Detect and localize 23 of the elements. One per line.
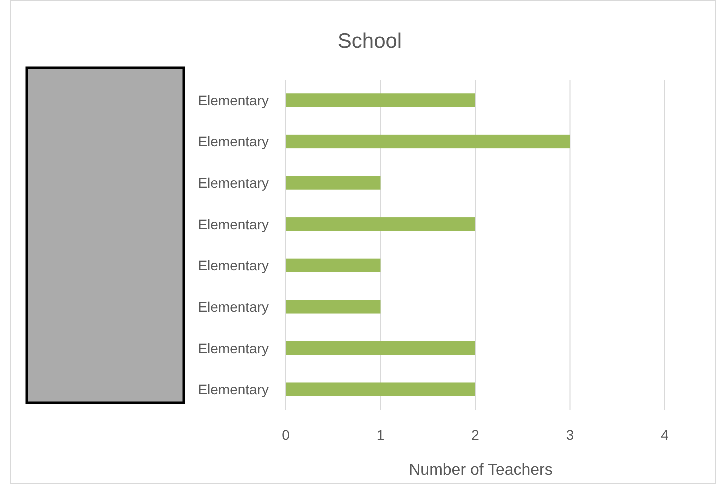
x-tick-label: 2 [472,427,480,443]
bar [286,382,476,396]
y-tick-label: Elementary [198,298,269,315]
bar [286,258,381,272]
bar [286,176,381,190]
chart-title: School [338,30,402,53]
bar [286,94,476,108]
bar [286,341,476,356]
bar [286,218,476,232]
x-axis-title: Number of Teachers [409,462,553,479]
y-tick-label: Elementary [198,382,269,398]
bar [286,300,381,314]
y-tick-label: Elementary [198,175,269,192]
y-tick-label: Elementary [198,258,269,274]
x-tick-label: 1 [376,427,385,443]
y-tick-label: Elementary [198,340,269,356]
y-tick-label: Elementary [198,134,269,150]
x-tick-label: 3 [566,427,574,443]
x-tick-label: 0 [282,427,290,443]
bar [286,134,570,149]
y-tick-label: Elementary [198,216,269,232]
y-tick-label: Elementary [198,92,269,108]
x-tick-label: 4 [661,427,670,443]
